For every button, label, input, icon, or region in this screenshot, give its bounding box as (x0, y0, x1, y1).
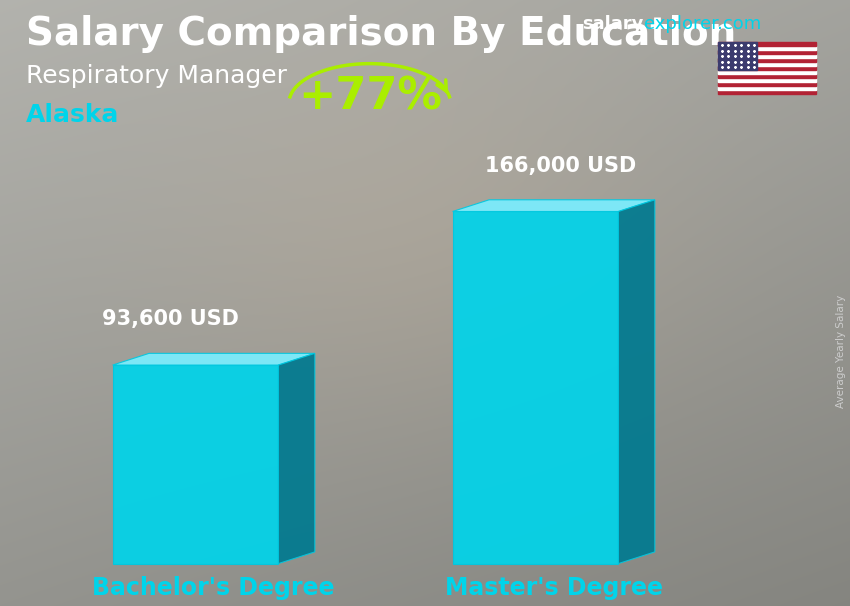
Text: +77%: +77% (298, 76, 442, 118)
Text: Respiratory Manager: Respiratory Manager (26, 64, 286, 88)
Bar (718, 42, 757, 70)
Text: Average Yearly Salary: Average Yearly Salary (836, 295, 846, 408)
Bar (718, 86, 816, 90)
Text: Salary Comparison By Education: Salary Comparison By Education (26, 15, 736, 53)
Bar (718, 47, 816, 50)
Text: 166,000 USD: 166,000 USD (484, 156, 636, 176)
Bar (718, 55, 816, 58)
Bar (718, 70, 816, 74)
Bar (718, 66, 816, 70)
Bar (718, 62, 816, 66)
Polygon shape (452, 200, 654, 211)
Polygon shape (618, 200, 654, 564)
Bar (718, 50, 816, 55)
Text: Bachelor's Degree: Bachelor's Degree (93, 576, 335, 600)
Bar (718, 82, 816, 86)
Polygon shape (112, 353, 314, 365)
Text: Alaska: Alaska (26, 103, 119, 127)
Text: explorer.com: explorer.com (644, 15, 762, 33)
Polygon shape (112, 365, 278, 564)
Bar (718, 74, 816, 78)
Polygon shape (452, 211, 618, 564)
Text: 93,600 USD: 93,600 USD (102, 309, 239, 329)
Bar (718, 90, 816, 94)
Bar (718, 78, 816, 82)
Bar (718, 58, 816, 62)
Text: salary: salary (582, 15, 643, 33)
Text: Master's Degree: Master's Degree (445, 576, 663, 600)
Bar (718, 42, 816, 47)
Polygon shape (278, 353, 314, 564)
